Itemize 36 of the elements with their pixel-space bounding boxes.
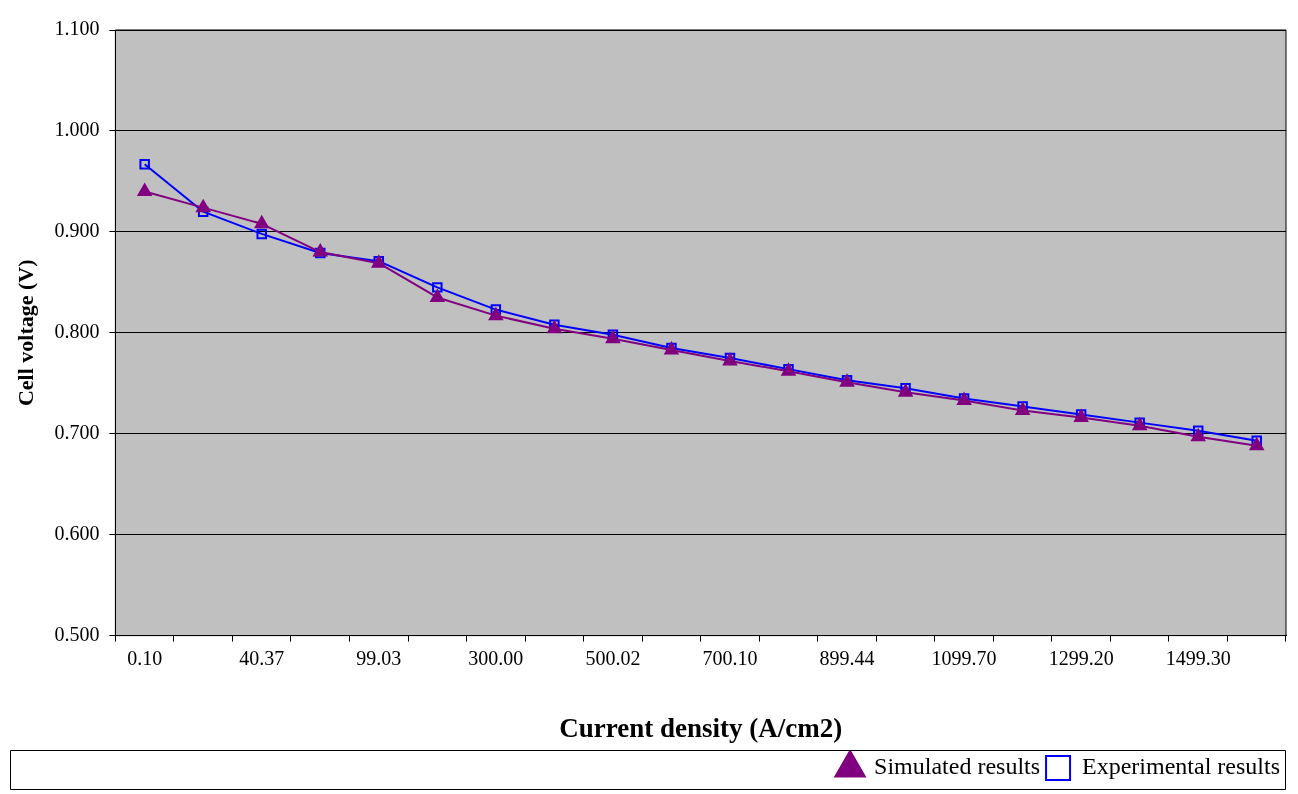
point: [1251, 435, 1262, 447]
x-tick-label: 500.02: [585, 646, 641, 669]
point: [547, 320, 562, 334]
y-tick-label: 0.800: [54, 320, 100, 343]
x-tick-label: 1299.20: [1048, 646, 1114, 669]
y-axis-title: Cell voltage (V): [12, 259, 38, 407]
y-tick-label: 0.700: [54, 420, 100, 443]
point: [432, 282, 443, 293]
point: [430, 289, 445, 302]
y-tick-label: 1.000: [54, 118, 100, 141]
x-tick-label: 700.10: [702, 646, 758, 669]
legend-label: Experimental results: [1082, 753, 1281, 780]
x-tick-label: 99.03: [356, 646, 402, 669]
point: [254, 215, 269, 229]
x-axis-title: Current density (A/cm2): [559, 712, 843, 743]
point: [488, 307, 503, 321]
x-tick-label: 1499.30: [1165, 646, 1231, 669]
point: [1191, 428, 1206, 442]
x-tick-label: 300.00: [468, 646, 524, 669]
x-tick-label: 0.10: [127, 646, 163, 669]
x-tick-label: 899.44: [819, 646, 875, 669]
point: [1015, 402, 1030, 416]
x-tick-label: 40.37: [239, 646, 285, 669]
point: [1249, 437, 1264, 451]
point: [256, 228, 267, 240]
y-tick-label: 0.900: [54, 219, 100, 242]
point: [139, 159, 150, 170]
point: [490, 304, 502, 315]
x-tick-label: 1099.70: [931, 646, 997, 669]
y-tick-label: 0.600: [54, 521, 100, 544]
point: [196, 199, 211, 213]
legend-label: Simulated results: [874, 753, 1041, 780]
y-tick-label: 1.100: [54, 17, 100, 40]
y-tick-label: 0.500: [54, 622, 100, 645]
point: [1192, 425, 1204, 436]
point: [137, 183, 152, 196]
